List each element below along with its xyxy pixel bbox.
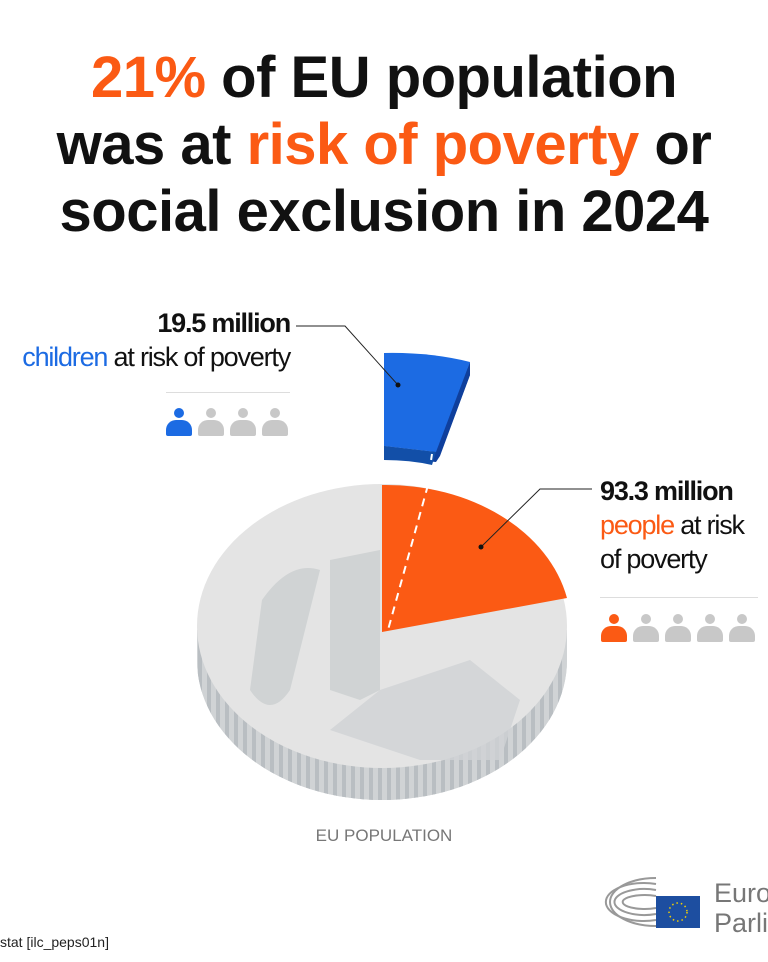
- children-caption: children at risk of poverty: [22, 340, 292, 374]
- people-value: 93.3 million: [600, 476, 734, 506]
- headline-highlight: risk of poverty: [246, 112, 640, 177]
- headline-line-2: was at risk of poverty or: [0, 111, 768, 178]
- person-icon: [262, 408, 288, 436]
- coin-bottom: [197, 520, 567, 800]
- people-caption: people at risk: [600, 508, 745, 542]
- headline-text: or: [638, 112, 712, 177]
- logo-line-1: Europ: [714, 878, 768, 908]
- people-divider: [600, 597, 758, 598]
- parliament-logo-icon: [604, 877, 700, 928]
- person-icon: [198, 408, 224, 436]
- axis-label: EU POPULATION: [315, 826, 453, 845]
- children-value: 19.5 million: [157, 308, 291, 338]
- headline-line-1: 21% of EU population: [0, 44, 768, 111]
- logo-line-2: Parlia: [714, 908, 768, 938]
- logo-text: Europ Parlia: [714, 878, 768, 938]
- person-icon: [633, 614, 659, 642]
- children-leader-line: [296, 325, 399, 386]
- headline: 21% of EU population was at risk of pove…: [0, 44, 768, 245]
- headline-text: of EU population: [205, 45, 678, 110]
- coin-edge: [197, 630, 567, 800]
- people-word: people: [600, 510, 675, 540]
- person-icon: [166, 408, 192, 436]
- children-slice-guide: [387, 484, 429, 631]
- headline-line-3: social exclusion in 2024: [59, 179, 709, 244]
- children-label: 19.5 million children at risk of poverty: [22, 306, 292, 374]
- person-icon: [729, 614, 755, 642]
- pie-slice-people: [382, 484, 567, 632]
- pie-slice-children-front: [384, 362, 470, 462]
- children-word: children: [22, 342, 108, 372]
- headline-text: was at: [56, 112, 247, 177]
- pie-slice-children-base: [384, 446, 436, 465]
- pie-slice-children-side: [432, 362, 470, 455]
- coin-face: [197, 484, 567, 768]
- children-icons: [166, 408, 288, 436]
- pie-slice-children-top: [384, 352, 470, 452]
- people-icons: [601, 614, 755, 642]
- people-rest-2: of poverty: [600, 544, 708, 574]
- person-icon: [230, 408, 256, 436]
- children-rest: at risk of poverty: [107, 342, 292, 372]
- euro-one-glyph: [250, 550, 380, 705]
- people-leader-line: [480, 488, 592, 548]
- source-note: stat [ilc_peps01n]: [0, 934, 109, 950]
- children-divider: [166, 392, 290, 393]
- people-label: 93.3 million people at risk of poverty: [600, 474, 745, 576]
- headline-percent: 21%: [90, 45, 206, 110]
- euro-map-glyph: [330, 660, 520, 760]
- person-icon: [665, 614, 691, 642]
- person-icon: [601, 614, 627, 642]
- person-icon: [697, 614, 723, 642]
- people-rest: at risk: [673, 510, 745, 540]
